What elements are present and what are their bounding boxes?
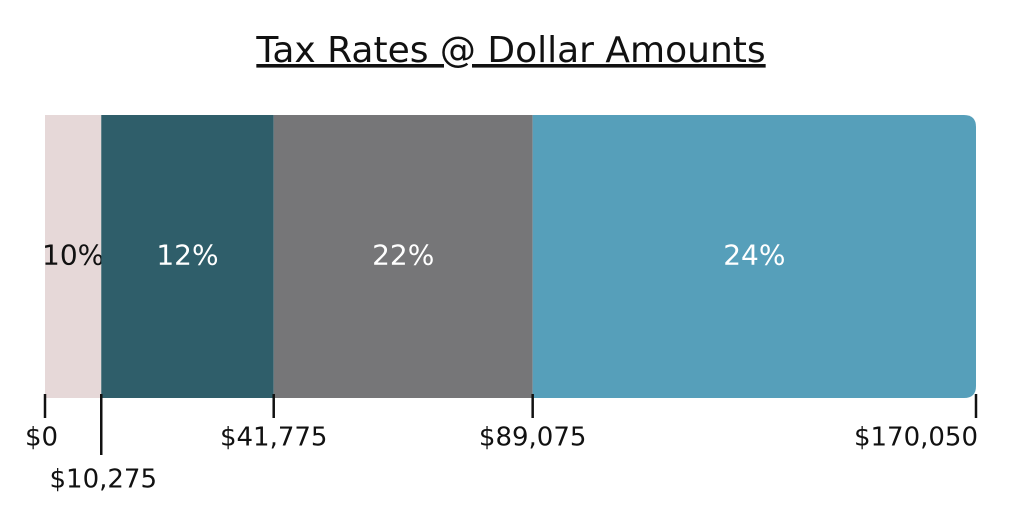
x-tick-label: $89,075 xyxy=(479,423,587,453)
x-tick-label: $10,275 xyxy=(49,465,157,495)
bar-segment xyxy=(45,115,102,398)
segment-label: 24% xyxy=(723,239,785,272)
bar-segment xyxy=(273,115,533,398)
chart-title: Tax Rates @ Dollar Amounts xyxy=(255,30,765,71)
x-tick-label: $41,775 xyxy=(220,423,328,453)
bar-segment xyxy=(101,115,274,398)
segment-label: 10% xyxy=(42,239,104,272)
x-tick-label: $170,050 xyxy=(854,423,978,453)
segment-label: 12% xyxy=(156,239,218,272)
bar-segment xyxy=(532,115,976,398)
x-tick-label: $0 xyxy=(25,423,58,453)
segment-label: 22% xyxy=(372,239,434,272)
